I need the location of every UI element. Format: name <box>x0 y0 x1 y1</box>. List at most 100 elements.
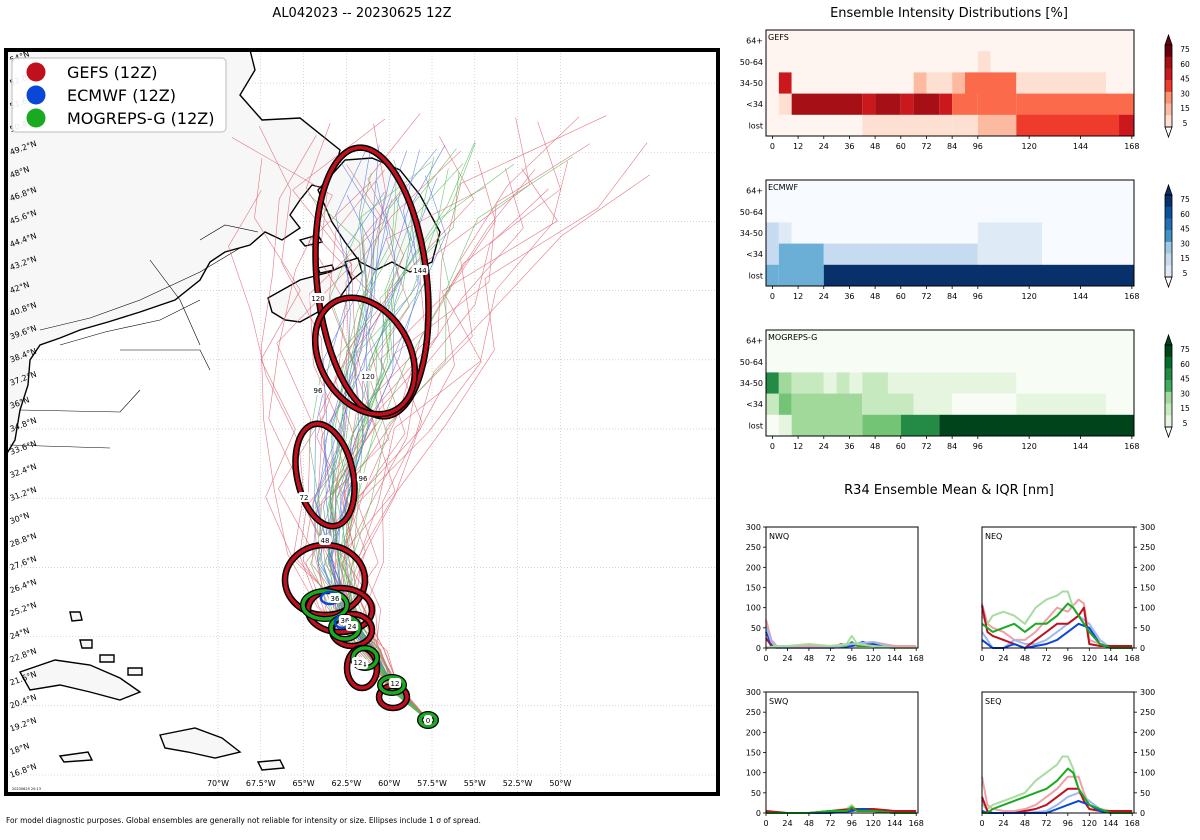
colorbar-tick-label: 75 <box>1180 45 1190 54</box>
heatmap-cell <box>887 372 978 394</box>
colorbar-segment <box>1165 403 1172 416</box>
heatmap-row-label: 64+ <box>746 187 763 196</box>
colorbar-segment <box>1165 345 1172 358</box>
heatmap-cell <box>823 264 1134 287</box>
heatmap-xtick-label: 48 <box>870 292 880 301</box>
ensemble-track <box>348 156 573 723</box>
r34-xtick-label: 0 <box>979 819 984 828</box>
colorbar-tick-label: 30 <box>1180 389 1190 398</box>
lon-tick-label: 50°W <box>549 779 571 788</box>
tau-chip <box>345 621 359 631</box>
r34-ytick-label: 100 <box>746 769 761 778</box>
colorbar-segment <box>1165 368 1172 381</box>
colorbar-segment <box>1165 218 1172 231</box>
r34-xtick-label: 120 <box>1082 819 1097 828</box>
r34-panel-label: NEQ <box>985 532 1002 541</box>
heatmap-xtick-label: 168 <box>1124 292 1139 301</box>
heatmap-xtick-label: 60 <box>896 142 906 151</box>
r34-xtick-label: 48 <box>1020 654 1030 663</box>
tau-chip-label: 36 <box>331 595 340 603</box>
gefs-ellipse <box>293 422 357 528</box>
r34-ytick-label: 0 <box>756 644 761 653</box>
r34-xtick-label: 0 <box>763 819 768 828</box>
r34-ytick-label: 0 <box>756 809 761 818</box>
heatmap-frame <box>765 329 1135 437</box>
heatmap-row-label: <34 <box>746 250 763 259</box>
heatmap-cell <box>778 414 792 437</box>
colorbar-tick-label: 60 <box>1180 60 1190 69</box>
heatmap-cell <box>778 393 792 416</box>
r34-xtick-label: 120 <box>1082 654 1097 663</box>
r34-xtick-label: 168 <box>1125 654 1140 663</box>
colorbar-segment <box>1165 391 1172 404</box>
heatmap-xtick-label: 72 <box>921 292 931 301</box>
lon-tick-label: 70°W <box>207 779 229 788</box>
heatmap-cell <box>766 372 779 394</box>
heatmap-cell <box>862 372 888 394</box>
r34-xtick-label: 0 <box>979 654 984 663</box>
heatmap-cell <box>766 72 779 94</box>
heatmap-cell <box>766 351 1134 373</box>
heatmap-xtick-label: 12 <box>793 442 803 451</box>
heatmap-xtick-label: 168 <box>1124 142 1139 151</box>
heatmap-cell <box>1016 372 1134 394</box>
colorbar-tick-label: 45 <box>1180 75 1190 84</box>
colorbar-tick-label: 30 <box>1180 239 1190 248</box>
tau-chip <box>328 593 342 603</box>
ensemble-track <box>362 174 650 723</box>
heatmap-frame <box>765 179 1135 287</box>
heatmap-row-label: lost <box>749 421 763 430</box>
heatmap-panel-label: ECMWF <box>768 183 798 192</box>
heatmap-xtick-label: 60 <box>896 442 906 451</box>
legend-label: ECMWF (12Z) <box>67 86 176 105</box>
colorbar-segment <box>1165 115 1172 128</box>
r34-ytick-label: 150 <box>746 749 761 758</box>
r34-ytick-label: 250 <box>1140 708 1155 717</box>
colorbar-segment <box>1165 45 1172 58</box>
colorbar-tick-label: 5 <box>1183 119 1188 128</box>
legend: GEFS (12Z) ECMWF (12Z) MOGREPS-G (12Z) <box>11 57 227 133</box>
colorbar-tick-label: 5 <box>1183 269 1188 278</box>
ensemble-track <box>341 167 524 723</box>
r34-ytick-label: 200 <box>1140 728 1155 737</box>
heatmap-cell <box>778 243 824 266</box>
heatmap-xtick-label: 24 <box>819 442 829 451</box>
heatmap-row-label: 50-64 <box>740 358 763 367</box>
heatmap-xtick-label: 120 <box>1022 442 1037 451</box>
r34-xtick-label: 96 <box>1063 819 1073 828</box>
colorbar-tick-label: 60 <box>1180 210 1190 219</box>
colorbar-tick-label: 45 <box>1180 225 1190 234</box>
mogreps-ellipse <box>301 589 349 621</box>
heatmap-cell <box>913 393 953 416</box>
lon-tick-label: 65°W <box>293 779 315 788</box>
ensemble-track <box>357 161 568 723</box>
mogreps-ellipse <box>378 675 406 695</box>
heatmap-row-label: 64+ <box>746 337 763 346</box>
tau-chip-label: 120 <box>311 295 324 303</box>
colorbar-segment <box>1165 68 1172 81</box>
colorbar-frame <box>1164 344 1173 428</box>
bahamas-4 <box>127 667 143 676</box>
heatmap-row-label: lost <box>749 271 763 280</box>
r34-xtick-label: 144 <box>887 654 902 663</box>
colorbar-top-arrow <box>1164 33 1173 46</box>
colorbar-segment <box>1165 241 1172 254</box>
puerto-rico <box>256 759 286 771</box>
r34-xtick-label: 120 <box>866 654 881 663</box>
heatmap-cell <box>1016 393 1107 416</box>
heatmap-cell <box>1106 393 1134 416</box>
colorbar-segment <box>1165 80 1172 93</box>
heatmap-cell <box>1042 222 1134 244</box>
heatmap-cell <box>952 114 978 137</box>
heatmap-xtick-label: 36 <box>844 442 854 451</box>
bahamas-3 <box>99 654 115 663</box>
r34-plot-area <box>766 692 918 813</box>
legend-box <box>11 57 227 133</box>
heatmap-xtick-label: 96 <box>973 442 983 451</box>
heatmap-row-label: <34 <box>746 100 763 109</box>
tau-chip <box>388 678 402 688</box>
mogreps-ellipse <box>418 712 438 728</box>
r34-ytick-label: 300 <box>1140 688 1155 697</box>
r34-ytick-label: 200 <box>746 563 761 572</box>
colorbar-tick-label: 75 <box>1180 195 1190 204</box>
